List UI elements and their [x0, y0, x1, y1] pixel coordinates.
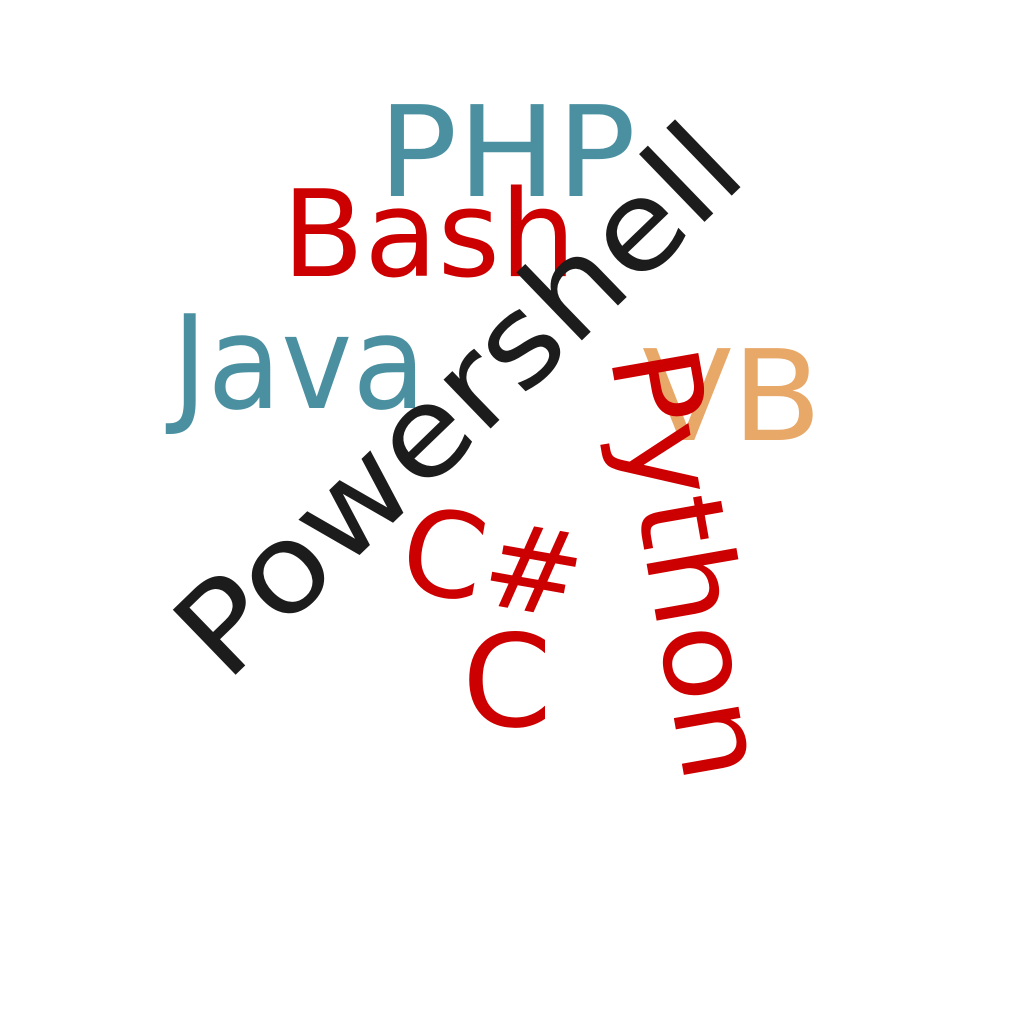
word-csharp: C# [391, 480, 594, 648]
word-bash: Bash [282, 166, 576, 305]
word-php: PHP [378, 79, 636, 226]
word-c: C [462, 608, 552, 757]
word-java: Java [166, 287, 426, 439]
word-vb: VB [642, 323, 822, 470]
